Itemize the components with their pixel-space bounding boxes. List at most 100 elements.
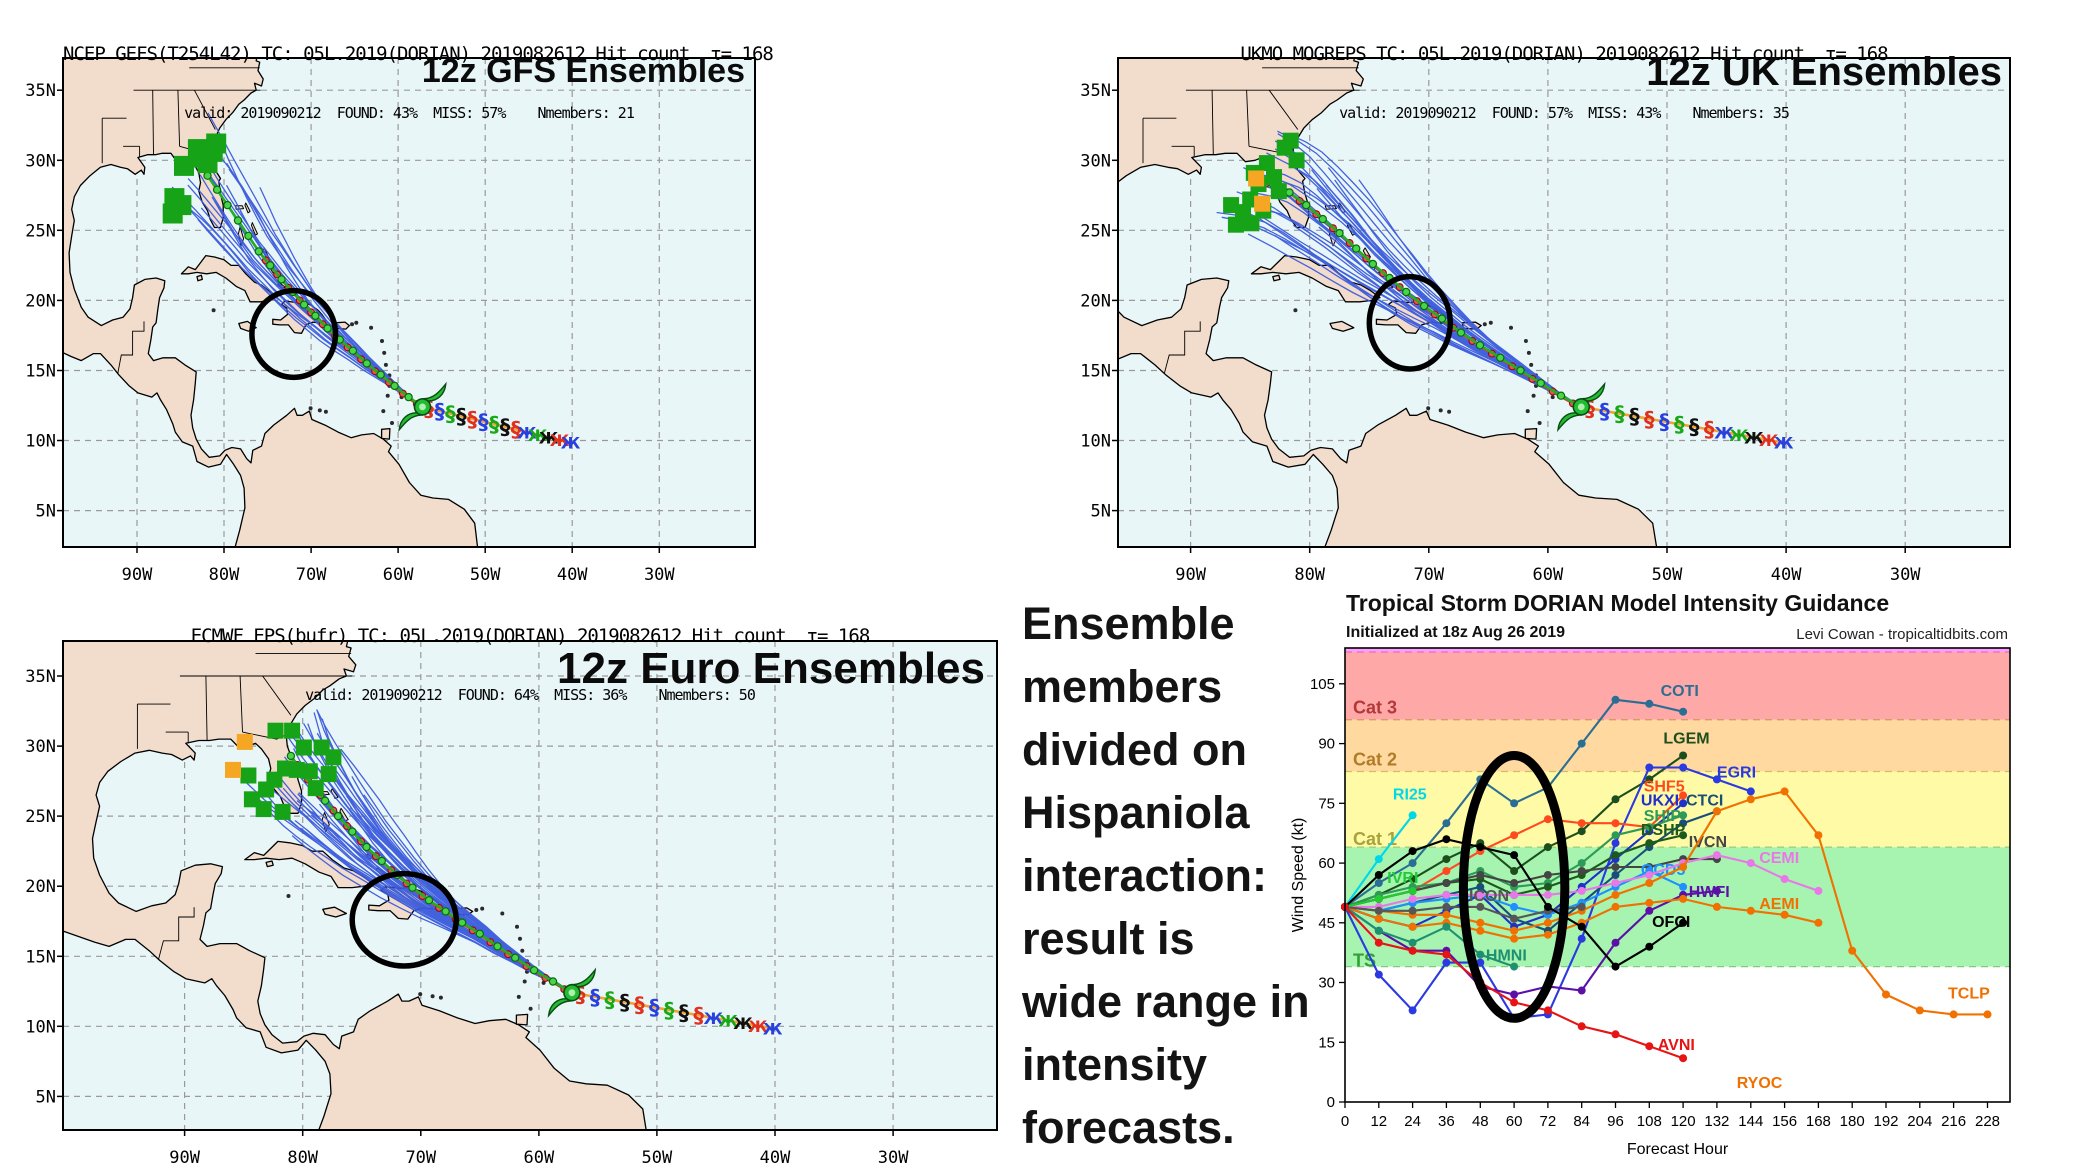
svg-text:Ж: Ж xyxy=(718,1012,738,1031)
svg-text:IVRI: IVRI xyxy=(1387,870,1418,887)
chart-init-time: Initialized at 18z Aug 26 2019 xyxy=(1346,624,1566,641)
svg-text:45: 45 xyxy=(1318,915,1335,932)
svg-text:30: 30 xyxy=(1318,975,1335,992)
svg-text:30N: 30N xyxy=(25,151,56,171)
svg-text:192: 192 xyxy=(1873,1113,1898,1130)
svg-text:12: 12 xyxy=(1370,1113,1387,1130)
svg-text:90: 90 xyxy=(1318,736,1335,753)
svg-text:216: 216 xyxy=(1941,1113,1966,1130)
svg-text:SHF5: SHF5 xyxy=(1644,778,1685,795)
svg-text:§: § xyxy=(445,402,456,426)
svg-text:30W: 30W xyxy=(1890,565,1921,585)
svg-text:Ж: Ж xyxy=(550,431,570,450)
svg-text:EGRI: EGRI xyxy=(1717,764,1756,781)
svg-text:72: 72 xyxy=(1540,1113,1557,1130)
svg-text:168: 168 xyxy=(1806,1113,1831,1130)
svg-text:§: § xyxy=(511,418,522,442)
annotation-line: Hispaniola xyxy=(1022,787,1250,838)
svg-text:144: 144 xyxy=(1738,1113,1763,1130)
svg-text:Ж: Ж xyxy=(704,1009,724,1028)
svg-text:96: 96 xyxy=(1607,1113,1624,1130)
gfs-panel-header: NCEP GEFS(T254L42) TC: 05L.2019(DORIAN) … xyxy=(63,4,774,160)
gfs-subtitle: valid: 2019090212 FOUND: 43% MISS: 57% N… xyxy=(184,104,635,122)
svg-text:10N: 10N xyxy=(25,1017,56,1037)
annotation-line: divided on xyxy=(1022,724,1247,775)
chart-xlabel: Forecast Hour xyxy=(1627,1141,1729,1158)
svg-text:UKXI: UKXI xyxy=(1641,792,1679,809)
svg-text:Cat 3: Cat 3 xyxy=(1353,698,1397,718)
uk-map: §§§§§§§§§ЖЖЖЖЖ90W80W70W60W50W40W30W5N10N… xyxy=(1080,57,2011,585)
svg-text:60W: 60W xyxy=(524,1148,555,1168)
svg-text:§: § xyxy=(679,1001,690,1025)
svg-text:60: 60 xyxy=(1318,855,1335,872)
uk-axis-labels: 90W 80W 70W 60W 50W 40W 30W 5N 10N 15N 20N 25N 30N 35… xyxy=(1080,81,1921,585)
uk-hispaniola-ellipse xyxy=(1366,273,1454,372)
svg-text:20N: 20N xyxy=(25,877,56,897)
svg-text:20N: 20N xyxy=(25,291,56,311)
chart-ylabel: Wind Speed (kt) xyxy=(1290,818,1307,933)
svg-text:35N: 35N xyxy=(1080,81,1111,101)
svg-text:132: 132 xyxy=(1704,1113,1729,1130)
uk-hurricane-icon xyxy=(1557,381,1606,433)
annotation-line: members xyxy=(1022,661,1223,712)
euro-subtitle: valid: 2019090212 FOUND: 64% MISS: 36% N… xyxy=(305,686,756,704)
svg-text:24: 24 xyxy=(1404,1113,1421,1130)
svg-text:§: § xyxy=(478,410,489,434)
svg-text:RI25: RI25 xyxy=(1393,786,1427,803)
svg-text:35N: 35N xyxy=(25,667,56,687)
svg-text:204: 204 xyxy=(1907,1113,1932,1130)
svg-text:120: 120 xyxy=(1671,1113,1696,1130)
euro-map: §§§§§§§§§ЖЖЖЖЖ90W80W70W60W50W40W30W5N10N… xyxy=(25,640,998,1168)
svg-text:Ж: Ж xyxy=(748,1017,768,1036)
svg-text:180: 180 xyxy=(1840,1113,1865,1130)
svg-text:§: § xyxy=(1614,402,1625,426)
series-COTI: COTI xyxy=(1341,683,1699,911)
euro-panel-header: ECMWF EPS(bufr) TC: 05L.2019(DORIAN) 201… xyxy=(63,586,997,742)
svg-text:§: § xyxy=(693,1004,704,1028)
svg-text:Ж: Ж xyxy=(539,428,559,447)
svg-text:228: 228 xyxy=(1975,1113,2000,1130)
svg-text:LGEM: LGEM xyxy=(1663,731,1709,748)
svg-text:§: § xyxy=(1629,405,1640,429)
svg-text:60W: 60W xyxy=(383,565,414,585)
svg-text:80W: 80W xyxy=(287,1148,318,1168)
svg-text:40W: 40W xyxy=(760,1148,791,1168)
svg-text:RYOC: RYOC xyxy=(1737,1075,1783,1092)
svg-text:§: § xyxy=(456,405,467,429)
svg-text:60W: 60W xyxy=(1533,565,1564,585)
svg-text:AVNI: AVNI xyxy=(1658,1037,1695,1054)
svg-text:Ж: Ж xyxy=(517,423,537,442)
euro-title: ECMWF EPS(bufr) TC: 05L.2019(DORIAN) 201… xyxy=(190,625,871,647)
svg-text:TCLP: TCLP xyxy=(1948,986,1990,1003)
svg-text:25N: 25N xyxy=(25,221,56,241)
svg-text:0: 0 xyxy=(1341,1113,1349,1130)
svg-text:108: 108 xyxy=(1637,1113,1662,1130)
uk-map-border xyxy=(1117,57,2011,548)
annotation-line: wide range in xyxy=(1022,976,1310,1027)
svg-text:CEMI: CEMI xyxy=(1759,850,1799,867)
series-RI25: RI25 xyxy=(1341,786,1427,911)
svg-text:§: § xyxy=(1704,418,1715,442)
svg-text:30N: 30N xyxy=(1080,151,1111,171)
euro-axis-labels: 90W 80W 70W 60W 50W 40W 30W 5N 10N 15N 20N 25N 30N 35… xyxy=(25,667,909,1168)
svg-text:5N: 5N xyxy=(1091,502,1111,522)
series-LGEM: LGEM xyxy=(1341,731,1710,911)
svg-text:Ж: Ж xyxy=(1714,423,1734,442)
svg-text:Cat 1: Cat 1 xyxy=(1353,829,1397,849)
gfs-map-border xyxy=(62,57,756,548)
svg-text:§: § xyxy=(664,998,675,1022)
gfs-gridlines xyxy=(63,58,755,547)
svg-text:25N: 25N xyxy=(25,807,56,827)
euro-big-label: 12z Euro Ensembles xyxy=(557,644,985,693)
gfs-hurricane-icon xyxy=(398,381,447,433)
svg-text:§: § xyxy=(649,996,660,1020)
chart-axes: 0 12 24 36 48 60 72 84 96 108 120 132 144 156 168 180 19… xyxy=(1290,676,2000,1158)
svg-text:§: § xyxy=(434,400,445,424)
svg-text:Ж: Ж xyxy=(1759,431,1779,450)
svg-text:§: § xyxy=(1599,400,1610,424)
svg-text:§: § xyxy=(1659,410,1670,434)
svg-text:§: § xyxy=(1674,413,1685,437)
